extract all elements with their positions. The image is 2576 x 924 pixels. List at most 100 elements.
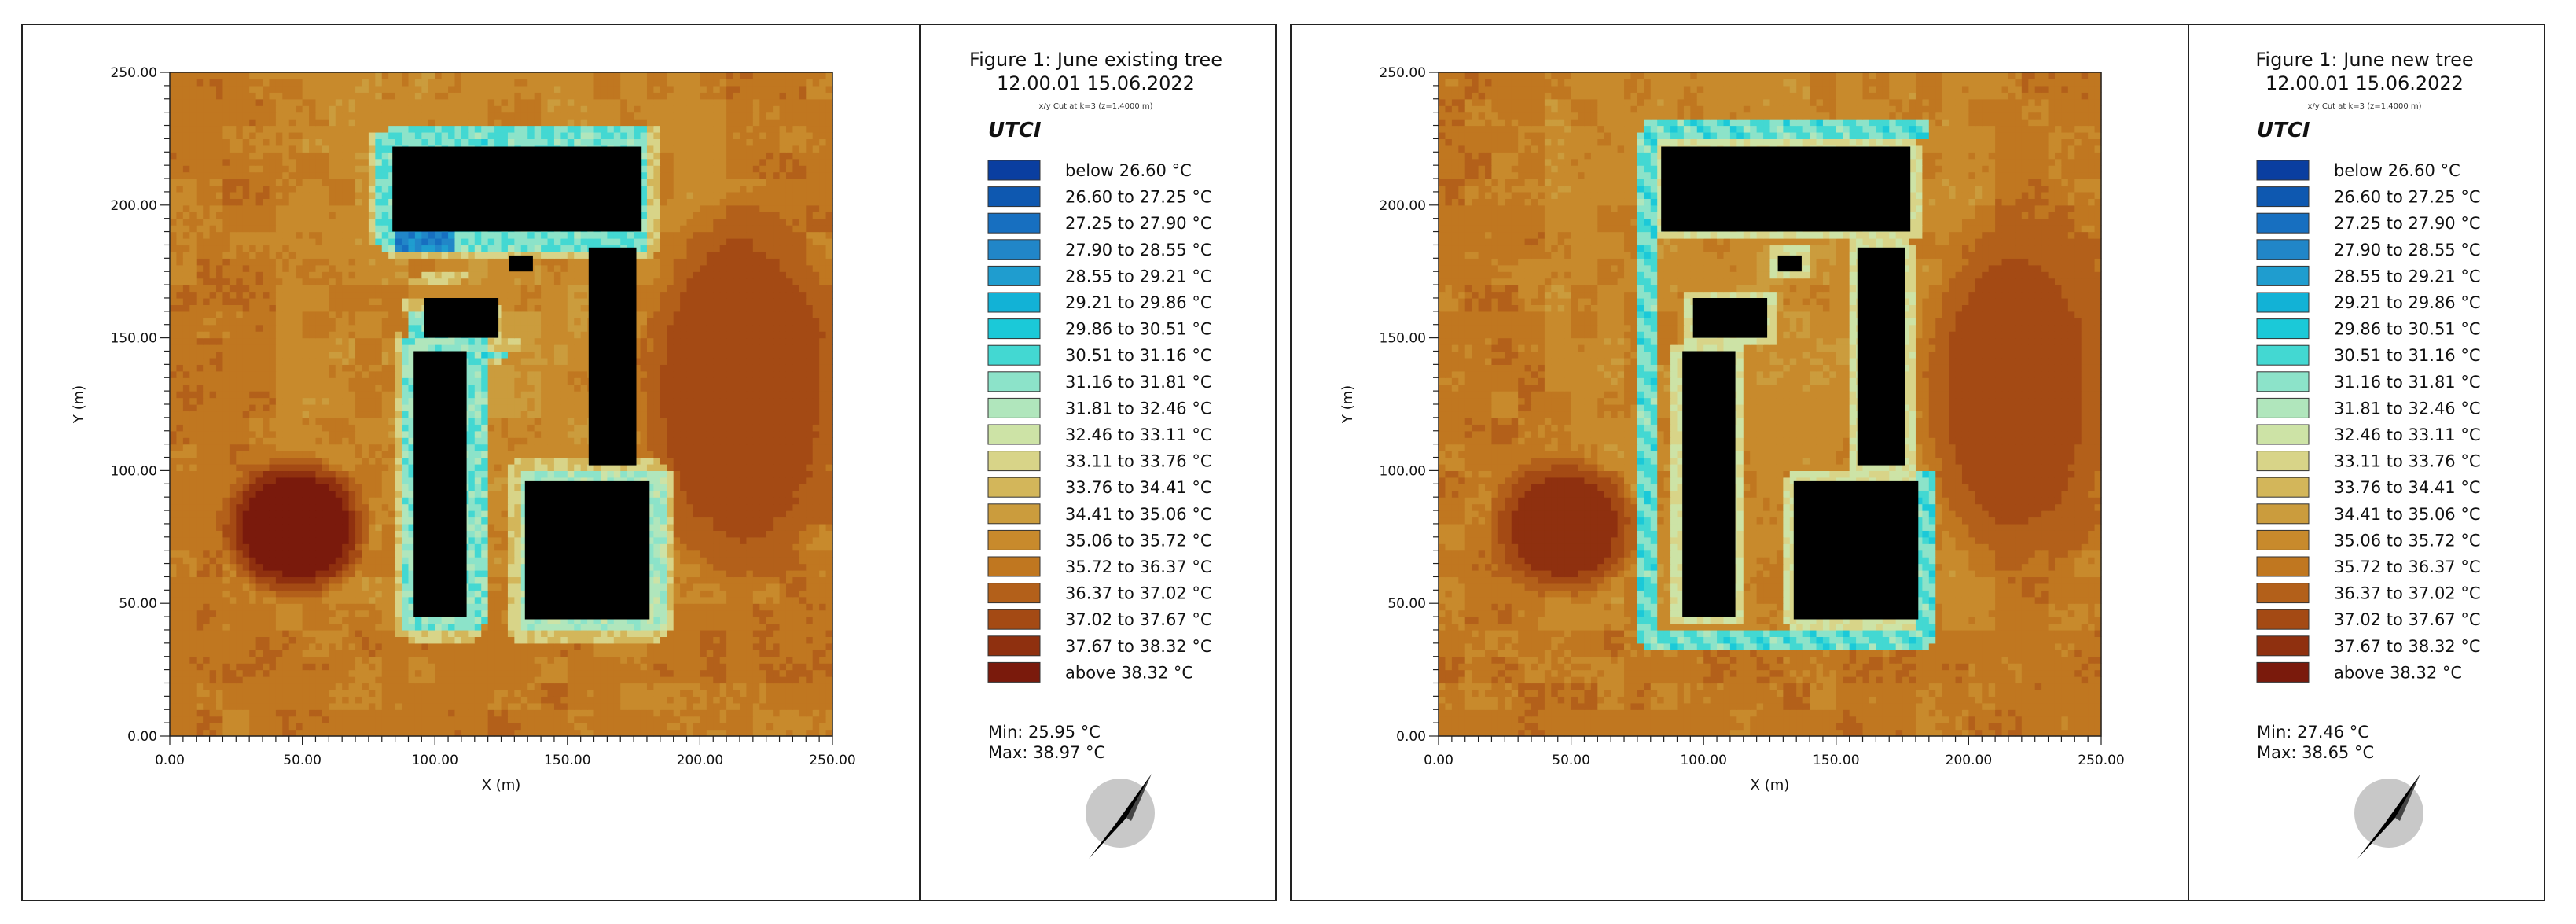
heatmap-cell <box>230 464 237 471</box>
heatmap-cell <box>382 484 389 491</box>
heatmap-cell <box>502 716 509 723</box>
heatmap-cell <box>753 470 760 477</box>
heatmap-cell <box>707 617 714 624</box>
heatmap-cell <box>488 617 495 624</box>
heatmap-cell <box>587 690 594 697</box>
heatmap-cell <box>521 630 528 637</box>
heatmap-cell <box>587 470 594 477</box>
heatmap-cell <box>541 643 548 650</box>
heatmap-cell <box>819 504 826 511</box>
heatmap-cell <box>780 477 787 484</box>
heatmap-cell <box>607 709 614 716</box>
heatmap-cell <box>720 683 727 690</box>
heatmap-cell <box>720 663 727 670</box>
heatmap-cell <box>753 524 760 531</box>
heatmap-cell <box>249 418 256 425</box>
heatmap-cell <box>607 683 614 690</box>
heatmap-cell <box>488 497 495 504</box>
heatmap-cell <box>461 650 469 657</box>
heatmap-cell <box>786 570 793 577</box>
heatmap-cell <box>435 663 442 670</box>
heatmap-cell <box>269 543 276 550</box>
heatmap-cell <box>303 418 310 425</box>
heatmap-cell <box>388 650 395 657</box>
heatmap-cell <box>342 597 349 604</box>
heatmap-cell <box>249 444 256 451</box>
heatmap-cell <box>362 603 369 610</box>
heatmap-cell <box>243 583 250 591</box>
heatmap-cell <box>428 636 435 643</box>
heatmap-cell <box>448 696 455 703</box>
heatmap-cell <box>687 418 694 425</box>
heatmap-cell <box>568 643 575 650</box>
heatmap-cell <box>183 484 190 491</box>
heatmap-cell <box>315 657 322 664</box>
heatmap-cell <box>249 497 256 504</box>
heatmap-cell <box>614 716 621 723</box>
heatmap-cell <box>210 504 217 511</box>
heatmap-cell <box>176 676 183 683</box>
heatmap-cell <box>388 696 395 703</box>
heatmap-cell <box>700 464 707 471</box>
heatmap-cell <box>216 617 223 624</box>
heatmap-cell <box>402 676 409 683</box>
heatmap-cell <box>249 470 256 477</box>
heatmap-cell <box>713 504 720 511</box>
heatmap-cell <box>601 643 608 650</box>
heatmap-cell <box>210 603 217 610</box>
heatmap-cell <box>448 630 455 637</box>
heatmap-cell <box>502 418 509 425</box>
heatmap-cell <box>256 683 263 690</box>
heatmap-cell <box>197 504 204 511</box>
heatmap-cell <box>289 636 296 643</box>
heatmap-cell <box>210 418 217 425</box>
heatmap-cell <box>216 484 223 491</box>
heatmap-cell <box>726 703 733 710</box>
heatmap-cell <box>243 730 250 737</box>
heatmap-cell <box>653 617 660 624</box>
heatmap-cell <box>243 517 250 524</box>
heatmap-cell <box>256 603 263 610</box>
heatmap-cell <box>303 603 310 610</box>
heatmap-cell <box>269 537 276 544</box>
heatmap-cell <box>243 477 250 484</box>
heatmap-cell <box>693 557 700 564</box>
heatmap-cell <box>514 617 521 624</box>
heatmap-cell <box>494 564 502 571</box>
heatmap-cell <box>315 543 322 550</box>
heatmap-cell <box>454 723 461 730</box>
heatmap-cell <box>488 504 495 511</box>
heatmap-cell <box>249 723 256 730</box>
heatmap-cell <box>282 530 289 537</box>
heatmap-cell <box>792 696 799 703</box>
heatmap-cell <box>210 524 217 531</box>
heatmap-cell <box>514 404 521 411</box>
heatmap-cell <box>243 470 250 477</box>
heatmap-cell <box>222 484 230 491</box>
heatmap-cell <box>369 643 376 650</box>
heatmap-cell <box>222 431 230 438</box>
heatmap-cell <box>700 477 707 484</box>
heatmap-cell <box>349 524 356 531</box>
heatmap-cell <box>773 550 780 558</box>
heatmap-cell <box>230 624 237 631</box>
heatmap-cell <box>269 504 276 511</box>
heatmap-cell <box>514 504 521 511</box>
heatmap-cell <box>428 643 435 650</box>
heatmap-cell <box>660 543 667 550</box>
heatmap-cell <box>740 576 747 583</box>
heatmap-cell <box>468 564 475 571</box>
heatmap-cell <box>369 484 376 491</box>
heatmap-cell <box>713 670 720 677</box>
heatmap-cell <box>647 683 654 690</box>
heatmap-cell <box>660 497 667 504</box>
heatmap-cell <box>369 630 376 637</box>
heatmap-cell <box>388 537 395 544</box>
heatmap-cell <box>620 716 627 723</box>
heatmap-cell <box>819 703 826 710</box>
heatmap-cell <box>780 458 787 465</box>
heatmap-cell <box>746 657 753 664</box>
heatmap-cell <box>541 690 548 697</box>
heatmap-cell <box>726 517 733 524</box>
heatmap-cell <box>230 550 237 558</box>
